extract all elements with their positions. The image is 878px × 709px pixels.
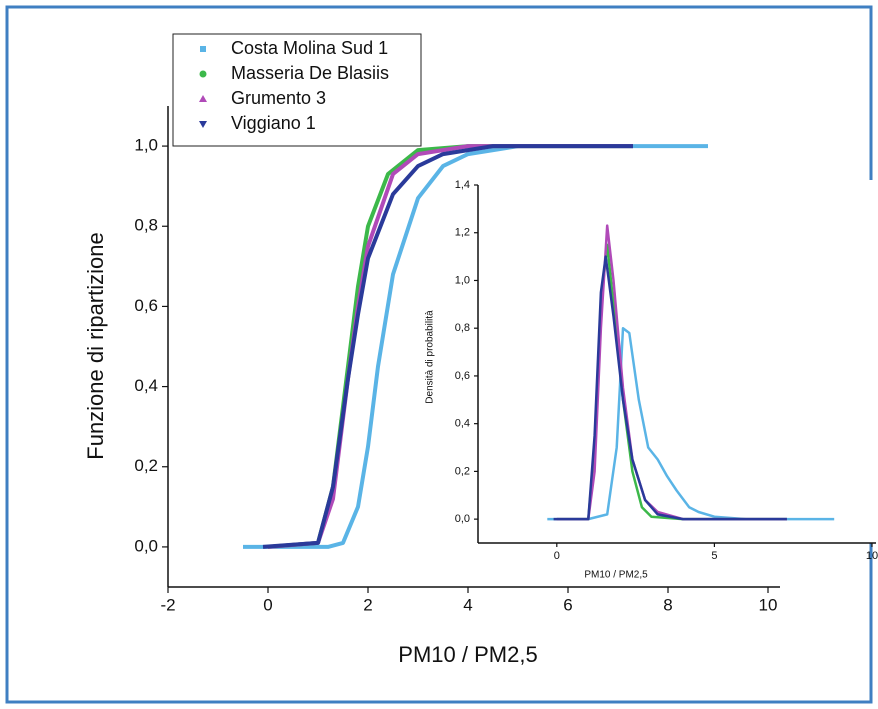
x-tick-label: 6 bbox=[563, 595, 572, 614]
y-tick-label: 0,4 bbox=[134, 376, 158, 395]
legend-marker bbox=[199, 70, 207, 78]
x-tick-label: 2 bbox=[363, 595, 372, 614]
series-line bbox=[556, 224, 787, 521]
legend-label: Costa Molina Sud 1 bbox=[231, 38, 388, 58]
y-tick-label: 0,2 bbox=[134, 456, 158, 475]
series-line bbox=[262, 144, 633, 549]
x-axis-label: PM10 / PM2,5 bbox=[584, 570, 648, 581]
legend-marker bbox=[199, 121, 207, 128]
y-axis-label: Densità di probabilità bbox=[425, 310, 436, 404]
legend-marker bbox=[199, 95, 207, 102]
y-tick-label: 1,2 bbox=[455, 227, 470, 239]
y-tick-label: 0,0 bbox=[455, 513, 470, 525]
x-tick-label: 0 bbox=[554, 550, 560, 562]
x-tick-label: 10 bbox=[866, 550, 878, 562]
series-line bbox=[243, 144, 708, 549]
y-tick-label: 0,6 bbox=[455, 370, 470, 382]
x-tick-label: 4 bbox=[463, 595, 472, 614]
y-tick-label: 0,0 bbox=[134, 536, 158, 555]
y-tick-label: 0,6 bbox=[134, 296, 158, 315]
legend-label: Masseria De Blasiis bbox=[231, 63, 389, 83]
x-tick-label: 8 bbox=[663, 595, 672, 614]
y-tick-label: 1,4 bbox=[455, 179, 470, 191]
y-tick-label: 0,4 bbox=[455, 418, 470, 430]
y-tick-label: 1,0 bbox=[455, 274, 470, 286]
y-tick-label: 1,0 bbox=[134, 136, 158, 155]
x-tick-label: 10 bbox=[759, 595, 778, 614]
legend-label: Grumento 3 bbox=[231, 88, 326, 108]
series-line bbox=[553, 255, 787, 521]
y-axis-label: Funzione di ripartizione bbox=[83, 232, 108, 459]
legend-box bbox=[172, 33, 422, 147]
legend-label: Viggiano 1 bbox=[231, 113, 316, 133]
x-tick-label: -2 bbox=[160, 595, 175, 614]
series-line bbox=[547, 326, 835, 521]
y-tick-label: 0,8 bbox=[134, 216, 158, 235]
inset-background bbox=[478, 180, 878, 543]
y-tick-label: 0,2 bbox=[455, 465, 470, 477]
x-tick-label: 0 bbox=[263, 595, 272, 614]
x-tick-label: 5 bbox=[711, 550, 717, 562]
y-tick-label: 0,8 bbox=[455, 322, 470, 334]
legend-marker bbox=[200, 46, 206, 52]
x-axis-label: PM10 / PM2,5 bbox=[398, 642, 537, 667]
